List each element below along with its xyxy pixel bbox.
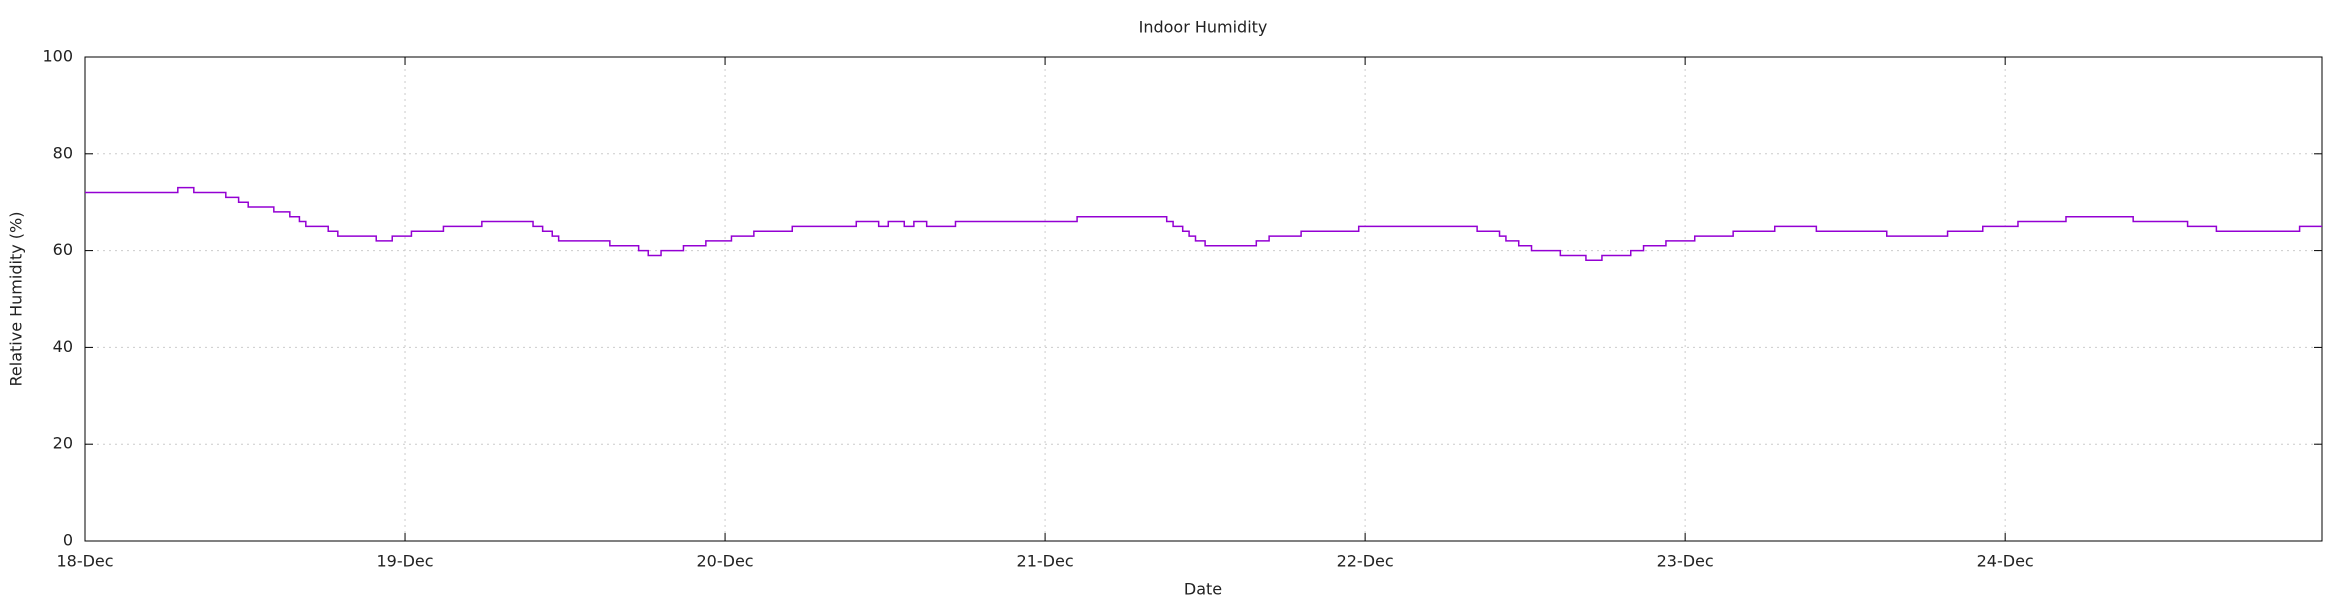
x-tick-label: 23-Dec xyxy=(1657,552,1714,571)
y-tick-label: 60 xyxy=(53,240,73,259)
plot-frame xyxy=(84,56,2323,542)
x-tick-label: 24-Dec xyxy=(1977,552,2034,571)
x-axis-title: Date xyxy=(1184,580,1222,599)
y-tick-label: 40 xyxy=(53,337,73,356)
x-tick-label: 21-Dec xyxy=(1017,552,1074,571)
chart-title: Indoor Humidity xyxy=(1139,18,1268,37)
y-tick-label: 80 xyxy=(53,143,73,162)
y-axis-title: Relative Humidity (%) xyxy=(7,212,26,387)
data-line xyxy=(85,186,2322,262)
x-tick-label: 22-Dec xyxy=(1337,552,1394,571)
x-tick-label: 19-Dec xyxy=(376,552,433,571)
x-tick-label: 20-Dec xyxy=(697,552,754,571)
x-tick-label: 18-Dec xyxy=(56,552,113,571)
y-tick-label: 100 xyxy=(42,47,73,66)
y-tick-label: 0 xyxy=(63,531,73,550)
y-tick-label: 20 xyxy=(53,434,73,453)
